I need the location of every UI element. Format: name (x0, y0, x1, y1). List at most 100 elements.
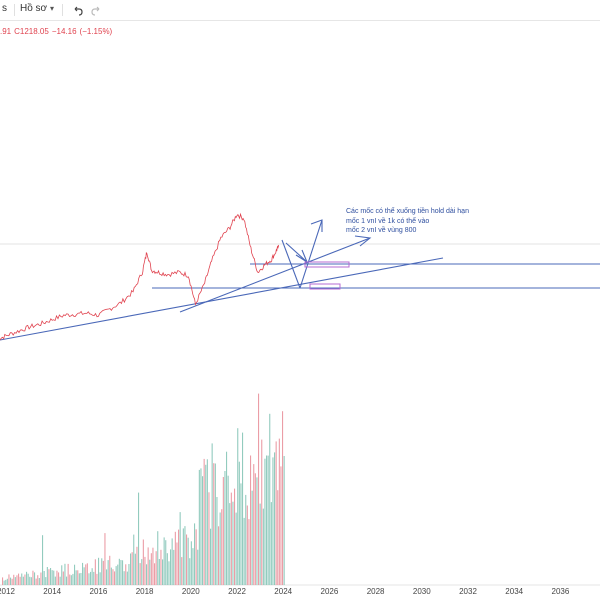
volume-bar (94, 559, 96, 585)
x-tick-label: 2034 (505, 587, 523, 596)
volume-bar (170, 549, 172, 585)
volume-bar (221, 509, 223, 585)
volume-bar (14, 577, 16, 585)
x-tick-label: 2024 (274, 587, 292, 596)
volume-bar (37, 575, 39, 585)
volume-bar (45, 577, 47, 585)
volume-bar (112, 569, 114, 585)
volume-bar (168, 561, 170, 585)
volume-bar (77, 570, 79, 585)
volume-bar (214, 463, 216, 585)
volume-bar (75, 570, 77, 585)
volume-bar (174, 531, 176, 585)
volume-bar (6, 578, 8, 585)
volume-bar (115, 566, 117, 585)
volume-bar (184, 526, 186, 585)
toolbar-divider (62, 4, 63, 16)
volume-bar (195, 529, 197, 585)
volume-bar (62, 571, 64, 585)
volume-bar (238, 461, 240, 585)
volume-bar (258, 393, 260, 585)
x-tick-label: 2036 (552, 587, 570, 596)
volume-bar (101, 558, 103, 585)
volume-bar (211, 443, 213, 585)
volume-bar (246, 505, 248, 585)
volume-bar (181, 557, 183, 585)
volume-bar (186, 534, 188, 585)
undo-icon[interactable] (72, 4, 84, 16)
volume-bar (142, 539, 144, 585)
volume-bar (61, 565, 63, 585)
volume-bar (224, 471, 226, 585)
profile-button[interactable]: Hồ sơ (20, 3, 48, 14)
volume-bar (198, 469, 200, 585)
volume-bar (261, 439, 263, 585)
zone-box-1000 (304, 261, 350, 268)
volume-bar (70, 575, 72, 585)
volume-bar (208, 492, 210, 585)
scenario-arrow-up (299, 219, 323, 289)
x-tick-label: 2026 (321, 587, 339, 596)
x-tick-label: 2018 (136, 587, 154, 596)
volume-bar (110, 567, 112, 585)
volume-bar (194, 523, 196, 585)
volume-bar (154, 563, 156, 585)
volume-bar (96, 573, 98, 585)
volume-bar (34, 572, 36, 585)
volume-bar (19, 576, 21, 585)
x-tick-label: 2022 (228, 587, 246, 596)
volume-bar (270, 502, 272, 585)
legend-close-label: C (14, 27, 20, 36)
volume-bar (13, 574, 15, 585)
volume-bar (98, 557, 100, 585)
legend-change: −14.16 (51, 27, 77, 36)
volume-bar (197, 549, 199, 585)
volume-bar (200, 468, 202, 585)
volume-bar (182, 528, 184, 585)
volume-bar (93, 571, 95, 585)
volume-bar (237, 428, 239, 585)
volume-bar (24, 574, 26, 585)
volume-bar (18, 573, 20, 585)
volume-bar (190, 541, 192, 585)
volume-bar (146, 564, 148, 585)
volume-bar (205, 464, 207, 585)
volume-bar (134, 553, 136, 585)
zone-box-800 (309, 283, 341, 290)
chart-grid (0, 243, 600, 586)
ticker-label[interactable]: s (2, 3, 7, 14)
volume-bar (165, 540, 167, 585)
volume-bar (8, 574, 10, 585)
x-tick-label: 2016 (90, 587, 108, 596)
volume-bar (187, 537, 189, 585)
trend-lines (0, 219, 600, 341)
volume-bar (30, 577, 32, 585)
volume-bar (219, 512, 221, 585)
volume-bar (206, 459, 208, 585)
volume-bar (144, 556, 146, 585)
volume-bar (173, 549, 175, 585)
volume-bar (74, 564, 76, 585)
volume-bar (149, 559, 151, 585)
arrowhead-up-icon (310, 219, 323, 232)
volume-bar (253, 464, 255, 585)
volume-bar (107, 560, 109, 585)
volume-bar (245, 494, 247, 585)
volume-bar (222, 477, 224, 585)
volume-bar (123, 571, 125, 585)
volume-bar (38, 578, 40, 585)
volume-bar (120, 560, 122, 585)
annotation-line-1: Các mốc có thể xuống tiền hold dài hạn (346, 206, 469, 215)
legend-change-pct: (−1.15%) (79, 27, 113, 36)
x-tick-label: 2028 (367, 587, 385, 596)
volume-bar (80, 573, 82, 585)
volume-bar (248, 519, 250, 585)
legend-close-value: 1218.05 (19, 27, 49, 36)
chevron-down-icon[interactable]: ▾ (50, 4, 55, 13)
volume-bar (267, 455, 269, 585)
volume-bar (50, 568, 52, 585)
toolbar-divider (14, 4, 15, 16)
volume-bar (163, 537, 165, 585)
redo-icon[interactable] (90, 4, 102, 16)
